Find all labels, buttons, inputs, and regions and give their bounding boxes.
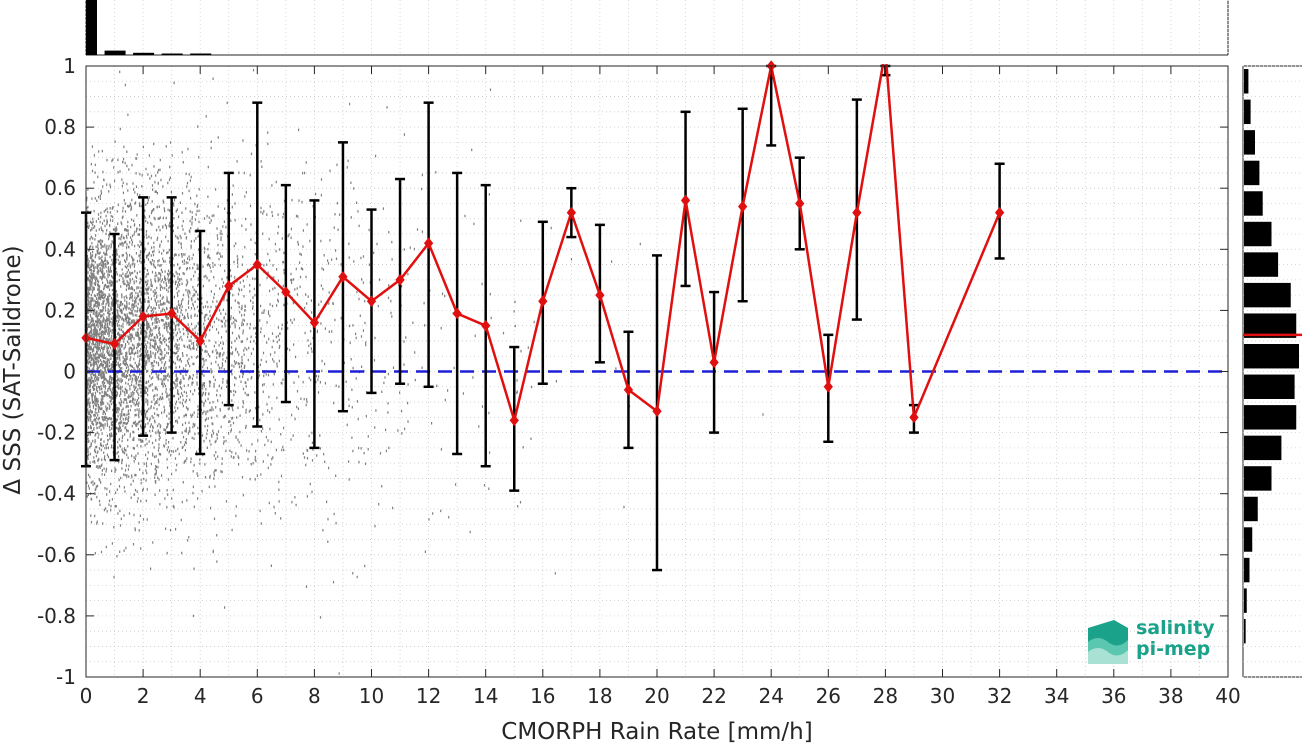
right-hist-bar <box>1244 557 1250 583</box>
right-hist-bar <box>1244 496 1258 522</box>
mean-point <box>680 194 691 207</box>
mean-point <box>481 319 491 332</box>
x-tick-label: 30 <box>930 684 955 708</box>
right-hist-bar <box>1244 221 1272 247</box>
y-tick-label: 0.8 <box>44 115 76 139</box>
mean-point <box>595 289 605 301</box>
y-tick-label: 0.2 <box>44 298 76 322</box>
mean-point <box>395 274 405 286</box>
mean-point <box>538 295 548 308</box>
mean-point <box>252 258 262 271</box>
mean-point <box>109 338 120 350</box>
x-tick-label: 28 <box>873 684 898 708</box>
mean-point <box>309 316 320 329</box>
mean-point <box>167 307 177 320</box>
mean-point <box>623 384 634 396</box>
right-hist-bar <box>1244 130 1255 155</box>
right-hist-bar <box>1244 344 1299 369</box>
logo-line-2: pi-mep <box>1136 638 1211 660</box>
x-tick-label: 10 <box>359 684 384 708</box>
mean-point <box>852 206 862 219</box>
right-histogram <box>1242 65 1302 678</box>
y-tick-label: -0.6 <box>37 543 76 567</box>
axes <box>85 65 1229 678</box>
top-hist-bar <box>104 50 126 55</box>
x-tick-label: 26 <box>816 684 841 708</box>
right-hist-bar <box>1244 69 1249 94</box>
x-tick-label: 34 <box>1044 684 1069 708</box>
mean-point <box>281 286 291 298</box>
y-axis-label: Δ SSS (SAT-Saildrone) <box>0 245 26 494</box>
right-hist-bar <box>1244 588 1247 613</box>
mean-point <box>452 307 462 320</box>
x-tick-label: 24 <box>758 684 783 708</box>
top-histogram <box>85 0 1229 56</box>
mean-point <box>566 206 576 219</box>
mean-point <box>338 270 348 283</box>
y-tick-label: -0.2 <box>37 421 76 445</box>
x-tick-label: 0 <box>80 684 93 708</box>
y-tick-label: 0.6 <box>44 176 76 200</box>
y-tick-label: 1 <box>63 54 76 78</box>
mean-point <box>909 411 919 424</box>
x-axis-label: CMORPH Rain Rate [mm/h] <box>501 719 812 745</box>
salinity-pi-mep-logo: salinity pi-mep <box>1084 616 1215 668</box>
mean-point <box>795 197 805 210</box>
x-tick-label: 20 <box>644 684 669 708</box>
x-tick-label: 16 <box>530 684 555 708</box>
right-hist-bar <box>1244 160 1260 186</box>
y-tick-label: -1 <box>56 665 76 689</box>
top-hist-bar <box>86 0 97 55</box>
mean-point <box>994 206 1005 219</box>
top-hist-bar <box>133 52 155 55</box>
x-tick-label: 36 <box>1101 684 1126 708</box>
right-hist-bar <box>1244 435 1282 461</box>
mean-point <box>738 200 748 213</box>
x-tick-label: 4 <box>194 684 207 708</box>
y-tick-label: 0.4 <box>44 237 76 261</box>
x-tick-label: 40 <box>1215 684 1240 708</box>
mean-point <box>709 356 719 369</box>
mean-point <box>195 335 205 347</box>
x-tick-label: 2 <box>137 684 150 708</box>
tick-labels: 0 2 4 6 8 10 12 14 16 18 20 22 24 26 28 30 32 34 36 38 40-1-… <box>37 54 1241 708</box>
x-tick-label: 8 <box>308 684 321 708</box>
right-hist-bar <box>1244 527 1253 552</box>
x-tick-label: 6 <box>251 684 264 708</box>
y-tick-label: -0.8 <box>37 604 76 628</box>
right-hist-bar <box>1244 618 1246 644</box>
mean-point <box>509 414 519 427</box>
mean-point <box>138 310 148 323</box>
top-hist-bar <box>161 53 183 55</box>
right-hist-bar <box>1244 191 1263 216</box>
x-tick-label: 12 <box>416 684 441 708</box>
mean-point <box>652 405 662 418</box>
mean-point <box>423 237 434 249</box>
right-hist-bar <box>1244 405 1297 430</box>
x-tick-label: 14 <box>473 684 498 708</box>
x-tick-label: 22 <box>701 684 726 708</box>
top-hist-bar <box>190 53 212 55</box>
right-hist-bar <box>1244 99 1251 125</box>
mean-series <box>81 60 1005 427</box>
mean-point <box>823 380 833 393</box>
mean-point <box>366 295 377 308</box>
right-hist-bar <box>1244 374 1295 399</box>
right-hist-bar <box>1244 252 1279 277</box>
x-tick-label: 18 <box>587 684 612 708</box>
mean-point <box>224 280 234 292</box>
wave-logo-icon <box>1088 620 1128 664</box>
right-hist-bar <box>1244 282 1291 308</box>
x-tick-label: 32 <box>987 684 1012 708</box>
y-tick-label: -0.4 <box>37 482 76 506</box>
logo-line-1: salinity <box>1136 617 1215 639</box>
y-tick-label: 0 <box>63 360 76 384</box>
x-tick-label: 38 <box>1158 684 1183 708</box>
right-hist-bar <box>1244 466 1272 491</box>
